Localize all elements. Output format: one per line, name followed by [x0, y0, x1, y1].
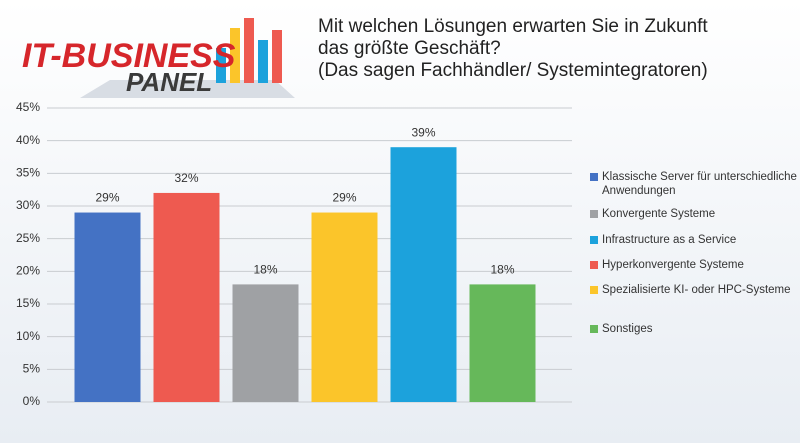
bar — [390, 147, 457, 402]
data-label: 29% — [332, 191, 356, 205]
data-label: 29% — [95, 191, 119, 205]
bar — [232, 284, 299, 402]
data-label: 18% — [253, 263, 277, 277]
legend-swatch — [590, 236, 598, 244]
bar — [311, 212, 378, 402]
y-tick-label: 20% — [16, 264, 40, 278]
y-tick-label: 30% — [16, 198, 40, 212]
legend-swatch — [590, 325, 598, 333]
y-tick-label: 10% — [16, 329, 40, 343]
legend-item: Hyperkonvergente Systeme — [590, 258, 797, 272]
legend-swatch — [590, 173, 598, 181]
legend-label: Sonstiges — [602, 323, 653, 335]
logo-subtitle: PANEL — [126, 67, 212, 97]
y-tick-label: 35% — [16, 166, 40, 180]
chart-title: Mit welchen Lösungen erwarten Sie in Zuk… — [318, 16, 708, 59]
logo-graphic — [80, 18, 295, 98]
legend-item: Klassische Server für unterschiedliche A… — [590, 170, 797, 198]
data-label: 18% — [490, 263, 514, 277]
legend-label: Konvergente Systeme — [602, 208, 716, 220]
legend-label: Klassische Server für unterschiedliche A… — [602, 171, 797, 197]
legend-label: Spezialisierte KI- oder HPC-Systeme — [602, 284, 791, 296]
y-tick-label: 45% — [16, 100, 40, 114]
legend-item: Infrastructure as a Service — [590, 233, 797, 247]
bar — [469, 284, 536, 402]
chart-subtitle: (Das sagen Fachhändler/ Systemintegrator… — [318, 60, 708, 81]
y-tick-label: 25% — [16, 231, 40, 245]
y-tick-label: 40% — [16, 133, 40, 147]
logo-title: IT-BUSINESS — [22, 37, 236, 75]
y-tick-label: 15% — [16, 296, 40, 310]
legend-item: Spezialisierte KI- oder HPC-Systeme — [590, 283, 797, 297]
legend-swatch — [590, 286, 598, 294]
bar — [74, 212, 141, 402]
legend-item: Konvergente Systeme — [590, 207, 797, 221]
data-label: 32% — [174, 171, 198, 185]
legend-swatch — [590, 261, 598, 269]
legend-item: Sonstiges — [590, 322, 797, 336]
y-tick-label: 0% — [23, 394, 41, 408]
legend-label: Infrastructure as a Service — [602, 234, 737, 246]
data-label: 39% — [411, 125, 435, 139]
y-tick-label: 5% — [23, 362, 41, 376]
bar — [153, 192, 220, 402]
legend-label: Hyperkonvergente Systeme — [602, 259, 744, 271]
chart-title-block: Mit welchen Lösungen erwarten Sie in Zuk… — [318, 16, 738, 82]
legend-swatch — [590, 210, 598, 218]
